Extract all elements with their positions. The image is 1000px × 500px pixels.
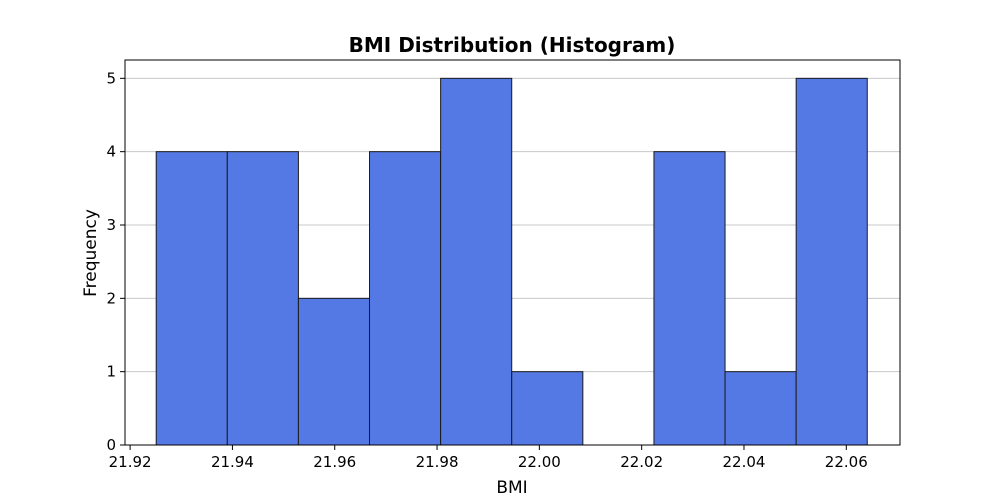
y-tick-label: 4 xyxy=(106,143,116,161)
x-tick-label: 21.94 xyxy=(211,453,254,471)
y-axis-ticks: 0 1 2 3 4 5 xyxy=(106,69,125,454)
x-axis-ticks: 21.92 21.94 21.96 21.98 22.00 22.02 22.04 22.06 xyxy=(109,445,868,471)
x-tick-label: 21.96 xyxy=(313,453,356,471)
histogram-bar xyxy=(440,77,513,446)
y-tick-label: 5 xyxy=(106,69,116,87)
histogram-bar xyxy=(155,151,228,446)
y-tick-label: 0 xyxy=(106,436,116,454)
histogram-bar xyxy=(653,151,726,446)
histogram-bar xyxy=(226,151,299,446)
y-tick-label: 2 xyxy=(106,289,116,307)
histogram-bar xyxy=(795,77,868,446)
x-tick-label: 22.06 xyxy=(825,453,868,471)
y-axis-label: Frequency xyxy=(81,209,101,297)
x-tick-label: 21.92 xyxy=(109,453,152,471)
x-tick-label: 22.02 xyxy=(620,453,663,471)
histogram-bar xyxy=(297,297,371,446)
plot-area-frame xyxy=(124,59,901,446)
x-tick-label: 22.00 xyxy=(518,453,561,471)
y-tick-label: 1 xyxy=(106,363,116,381)
histogram-bar xyxy=(511,371,584,446)
chart-title: BMI Distribution (Histogram) xyxy=(349,33,676,57)
x-tick-label: 22.04 xyxy=(723,453,766,471)
histogram-bars xyxy=(155,77,868,446)
histogram-bar xyxy=(369,151,442,446)
x-tick-label: 21.98 xyxy=(416,453,459,471)
histogram-bar xyxy=(724,371,797,446)
x-axis-label: BMI xyxy=(496,478,527,498)
y-tick-label: 3 xyxy=(106,216,116,234)
